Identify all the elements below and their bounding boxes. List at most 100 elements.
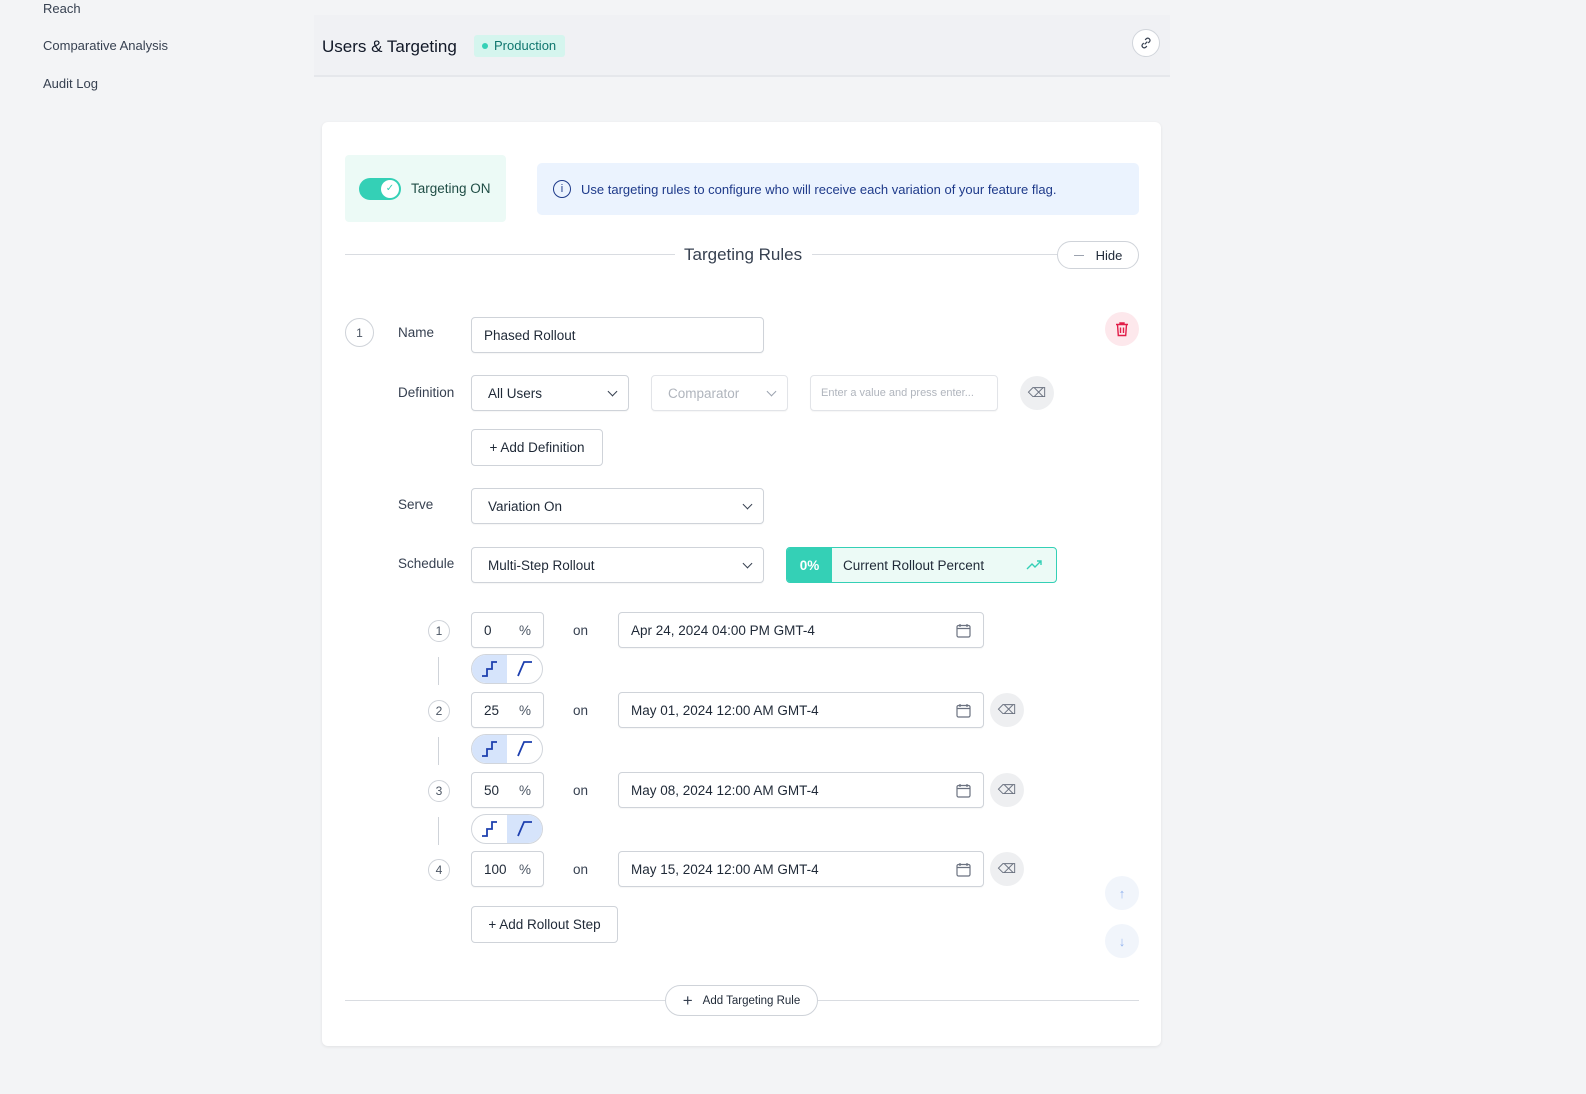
link-icon[interactable] <box>1132 29 1160 57</box>
step-transition-icon[interactable] <box>472 815 507 843</box>
comparator-select[interactable]: Comparator <box>651 375 788 411</box>
step-transition-icon[interactable] <box>472 735 507 763</box>
current-percent-label: Current Rollout Percent <box>843 557 985 573</box>
on-label: on <box>573 623 589 638</box>
trash-icon <box>1116 322 1128 337</box>
serve-value: Variation On <box>488 498 563 514</box>
rule-name-value: Phased Rollout <box>484 327 576 343</box>
percent-sign: % <box>518 782 531 798</box>
sidebar-item-audit-log[interactable]: Audit Log <box>43 76 98 91</box>
on-label: on <box>573 783 589 798</box>
backspace-icon: ⌫ <box>997 702 1017 717</box>
chevron-down-icon <box>742 558 753 568</box>
chevron-down-icon <box>607 386 618 396</box>
percent-sign: % <box>518 622 531 638</box>
trending-up-icon <box>1026 560 1042 570</box>
step-number: 1 <box>428 620 450 642</box>
step-date-input[interactable]: May 15, 2024 12:00 AM GMT-4 <box>618 851 984 887</box>
step-percent-input[interactable]: 100% <box>471 851 544 887</box>
schedule-label: Schedule <box>398 556 455 571</box>
remove-step-button[interactable]: ⌫ <box>990 852 1024 886</box>
step-percent-value: 50 <box>484 782 500 798</box>
step-date-input[interactable]: May 01, 2024 12:00 AM GMT-4 <box>618 692 984 728</box>
add-rollout-step-button[interactable]: + Add Rollout Step <box>471 906 618 943</box>
arrow-up-icon: ↑ <box>1118 885 1126 901</box>
step-connector <box>438 737 439 765</box>
move-rule-up-button[interactable]: ↑ <box>1105 876 1139 910</box>
info-banner: i Use targeting rules to configure who w… <box>537 163 1139 215</box>
rule-name-input[interactable]: Phased Rollout <box>471 317 764 353</box>
current-rollout-percent: 0% Current Rollout Percent <box>786 547 1057 583</box>
hide-label: Hide <box>1095 247 1123 263</box>
clear-definition-button[interactable]: ⌫ <box>1020 376 1054 410</box>
check-icon: ✓ <box>381 180 399 198</box>
backspace-icon: ⌫ <box>997 782 1017 797</box>
step-connector <box>438 817 439 845</box>
chevron-down-icon <box>742 499 753 509</box>
schedule-select[interactable]: Multi-Step Rollout <box>471 547 764 583</box>
definition-value: All Users <box>488 385 543 401</box>
step-date-input[interactable]: May 08, 2024 12:00 AM GMT-4 <box>618 772 984 808</box>
transition-toggle[interactable] <box>471 734 543 764</box>
definition-select[interactable]: All Users <box>471 375 629 411</box>
targeting-toggle-panel: ✓ Targeting ON <box>345 155 506 222</box>
hide-button[interactable]: Hide <box>1057 241 1139 269</box>
targeting-card <box>322 122 1161 1046</box>
comparator-placeholder: Comparator <box>668 385 740 401</box>
linear-transition-icon[interactable] <box>507 655 542 683</box>
linear-transition-icon[interactable] <box>507 735 542 763</box>
remove-step-button[interactable]: ⌫ <box>990 773 1024 807</box>
backspace-icon: ⌫ <box>1027 385 1047 400</box>
arrow-down-icon: ↓ <box>1118 933 1126 949</box>
step-connector <box>438 657 439 685</box>
remove-step-button[interactable]: ⌫ <box>990 693 1024 727</box>
sidebar-item-comparative-analysis[interactable]: Comparative Analysis <box>43 38 168 53</box>
on-label: on <box>573 703 589 718</box>
delete-rule-button[interactable] <box>1105 312 1139 346</box>
step-percent-value: 100 <box>484 861 507 877</box>
rule-number: 1 <box>345 318 374 347</box>
step-date-value: May 01, 2024 12:00 AM GMT-4 <box>631 702 819 718</box>
page-title: Users & Targeting <box>322 37 457 56</box>
status-dot-icon <box>482 43 488 49</box>
targeting-rules-title: Targeting Rules <box>684 245 803 264</box>
definition-label: Definition <box>398 385 455 400</box>
step-number: 3 <box>428 780 450 802</box>
step-percent-input[interactable]: 50% <box>471 772 544 808</box>
transition-toggle[interactable] <box>471 814 543 844</box>
schedule-value: Multi-Step Rollout <box>488 557 595 573</box>
step-number: 4 <box>428 859 450 881</box>
sidebar-item-reach[interactable]: Reach <box>43 1 81 16</box>
step-date-value: May 15, 2024 12:00 AM GMT-4 <box>631 861 819 877</box>
step-percent-input[interactable]: 0% <box>471 612 544 648</box>
environment-label: Production <box>494 38 557 53</box>
move-rule-down-button[interactable]: ↓ <box>1105 924 1139 958</box>
page-header: Users & Targeting Production <box>314 15 1170 77</box>
step-transition-icon[interactable] <box>472 655 507 683</box>
calendar-icon <box>956 703 971 718</box>
calendar-icon <box>956 623 971 638</box>
step-date-input[interactable]: Apr 24, 2024 04:00 PM GMT-4 <box>618 612 984 648</box>
calendar-icon <box>956 862 971 877</box>
step-percent-value: 25 <box>484 702 500 718</box>
divider <box>345 254 675 255</box>
backspace-icon: ⌫ <box>997 861 1017 876</box>
percent-sign: % <box>518 702 531 718</box>
chevron-down-icon <box>766 386 777 396</box>
definition-value-input[interactable]: Enter a value and press enter... <box>810 375 998 411</box>
environment-badge: Production <box>474 35 566 57</box>
plus-icon: + <box>682 990 693 1010</box>
targeting-toggle[interactable]: ✓ <box>359 178 401 200</box>
add-definition-button[interactable]: + Add Definition <box>471 429 603 466</box>
serve-select[interactable]: Variation On <box>471 488 764 524</box>
linear-transition-icon[interactable] <box>507 815 542 843</box>
transition-toggle[interactable] <box>471 654 543 684</box>
step-percent-value: 0 <box>484 622 492 638</box>
minus-icon <box>1073 254 1084 256</box>
add-targeting-rule-button[interactable]: + Add Targeting Rule <box>665 985 818 1016</box>
calendar-icon <box>956 783 971 798</box>
step-percent-input[interactable]: 25% <box>471 692 544 728</box>
serve-label: Serve <box>398 497 434 512</box>
step-date-value: Apr 24, 2024 04:00 PM GMT-4 <box>631 622 815 638</box>
value-placeholder: Enter a value and press enter... <box>821 387 974 399</box>
